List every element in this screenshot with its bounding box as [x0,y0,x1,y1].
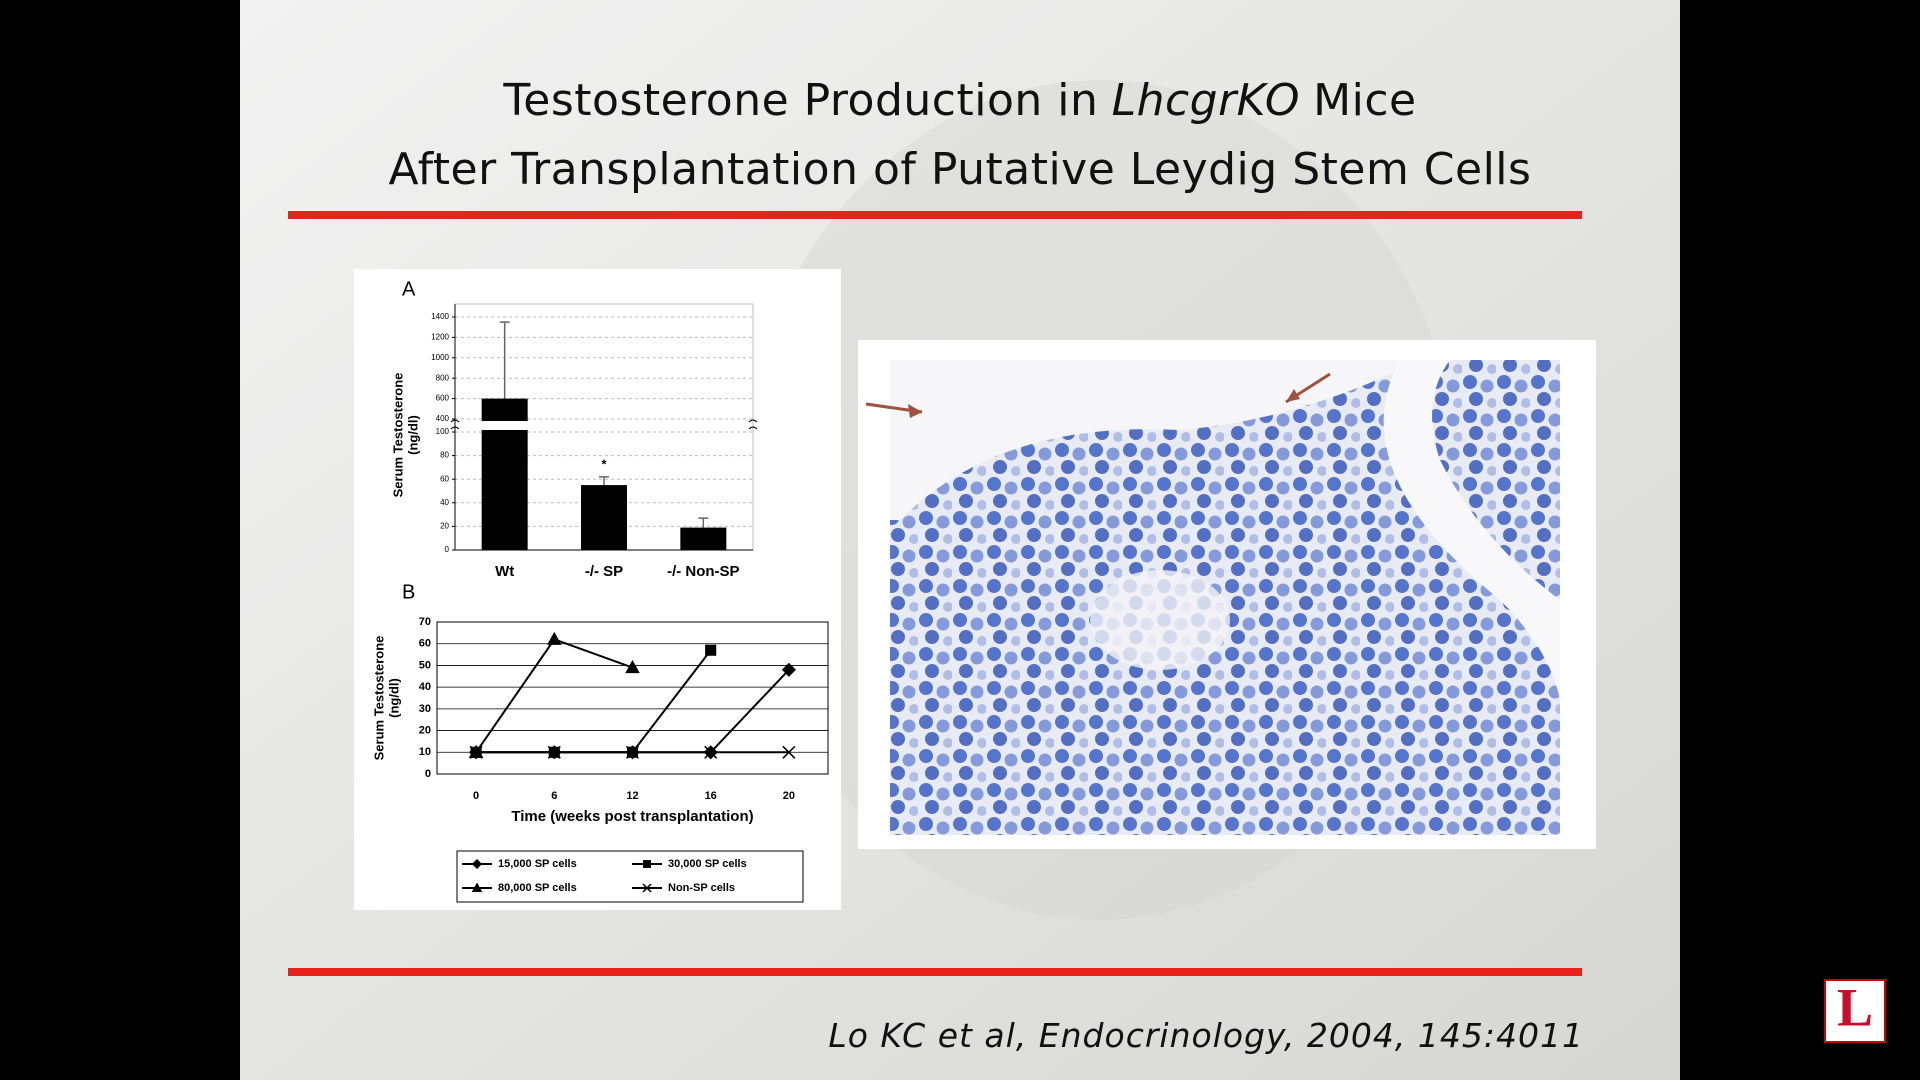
y-axis-label: (ng/dl) [405,415,420,455]
title-line-1: Testosterone Production in LhcgrKO Mice [240,75,1680,126]
legend-marker [471,858,483,870]
x-tick-label: -/- SP [585,563,623,580]
micrograph [858,340,1596,849]
legend-label: 15,000 SP cells [498,858,577,870]
arrow-left-head [908,404,922,418]
title-italic: LhcgrKO [1111,75,1300,126]
y-tick-label: 1400 [431,312,449,321]
marker [782,745,796,759]
x-tick-label: 0 [473,790,479,802]
arrow-right-head [1286,389,1300,402]
x-axis-label: Time (weeks post transplantation) [511,808,753,825]
logo-letter: L [1837,977,1873,1037]
x-tick-label: 6 [551,790,557,802]
x-tick-label: 20 [783,790,795,802]
title-text: Testosterone Production in [503,75,1099,126]
axis-break-gap [456,421,752,430]
plot-frame [436,621,829,775]
marker [625,745,640,759]
axis-break-mark [748,419,758,430]
marker [625,660,640,674]
y-tick-label: 0 [425,768,431,780]
marker [705,644,717,656]
y-tick-label: 60 [419,638,431,650]
y-tick-label: 20 [419,724,431,736]
y-axis-label: (ng/dl) [386,678,401,718]
legend-marker [642,883,652,893]
interstitium [1383,360,1560,700]
legend-label: 80,000 SP cells [498,882,577,894]
marker [547,631,562,645]
y-tick-label: 10 [419,746,431,758]
y-axis-label: Serum Testosterone [390,373,405,498]
panel-label: B [402,581,415,603]
x-tick-label: 16 [705,790,717,802]
legend-label: Non-SP cells [668,882,735,894]
y-tick-label: 80 [440,451,449,460]
citation: Lo KC et al, Endocrinology, 2004, 145:40… [828,1016,1584,1055]
marker [469,745,483,759]
y-tick-label: 70 [419,616,431,628]
y-tick-label: 0 [445,545,450,554]
y-tick-label: 40 [419,681,431,693]
logo: L [1824,977,1886,1043]
legend-marker [643,860,651,868]
x-tick-label: Wt [495,563,514,580]
y-tick-label: 100 [436,427,450,436]
marker [704,745,718,759]
annotation: * [601,456,607,471]
marker [547,745,561,759]
y-tick-label: 50 [419,659,431,671]
legend-label: 30,000 SP cells [668,858,747,870]
y-tick-label: 1200 [431,333,449,342]
marker [781,662,796,677]
tubule-lumen [1090,570,1230,670]
title-line-2: After Transplantation of Putative Leydig… [388,144,1532,195]
axis-break-mark [450,419,460,430]
y-tick-label: 1000 [431,353,449,362]
logo-box [1824,979,1886,1043]
top-rule [288,211,1582,219]
legend-box [456,850,804,903]
y-tick-label: 60 [440,474,449,483]
bar [581,485,627,550]
legend-marker [471,882,483,892]
title-text: Mice [1313,75,1417,126]
panel-label: A [402,278,416,300]
bottom-rule [288,968,1582,976]
y-tick-label: 800 [436,373,450,382]
bar [680,527,727,550]
x-tick-label: -/- Non-SP [667,563,740,580]
y-axis-label: Serum Testosterone [371,636,386,761]
y-tick-label: 600 [436,394,450,403]
y-tick-label: 40 [440,498,449,507]
y-tick-label: 20 [440,522,449,531]
x-tick-label: 12 [626,790,638,802]
y-tick-label: 30 [419,703,431,715]
y-tick-label: 400 [436,414,450,423]
figure-panel [354,269,841,910]
